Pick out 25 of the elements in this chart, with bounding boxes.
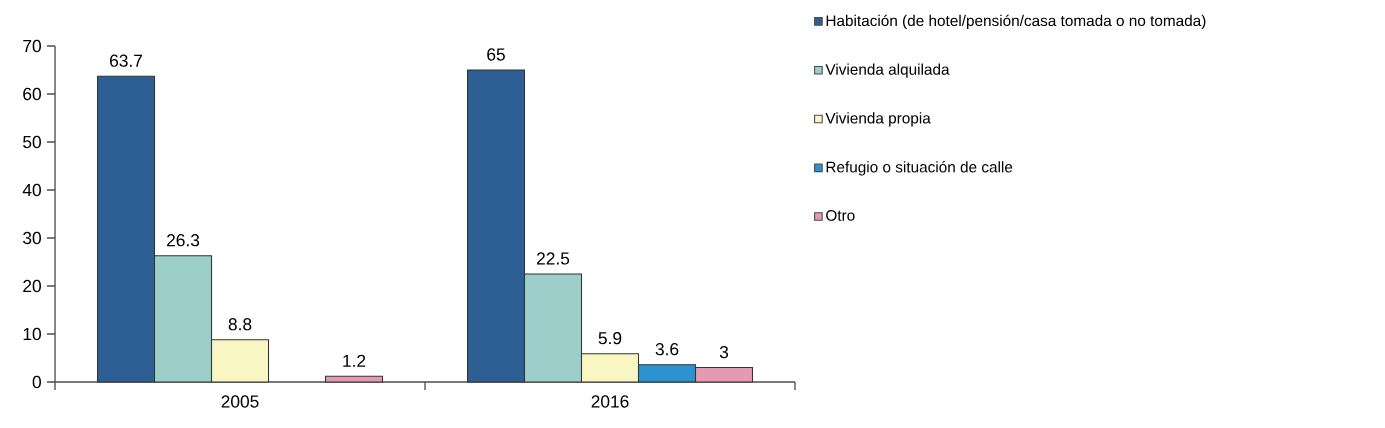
data-label: 5.9 xyxy=(598,332,622,345)
x-tick-label: 2016 xyxy=(591,395,629,408)
legend-label: Vivienda alquilada xyxy=(825,63,950,78)
data-label: 26.3 xyxy=(167,234,200,247)
y-tick-label: 40 xyxy=(22,183,41,197)
data-label: 1.2 xyxy=(343,354,366,367)
data-label: 65 xyxy=(487,48,505,61)
legend-label: Vivienda propia xyxy=(825,112,931,127)
y-tick-label: 30 xyxy=(23,231,41,245)
y-tick-label: 70 xyxy=(23,39,41,53)
bar xyxy=(324,375,384,383)
y-tick-label: 20 xyxy=(23,279,41,293)
data-label: 3.6 xyxy=(655,343,679,356)
y-tick-label: 0 xyxy=(32,375,41,389)
x-tick-label: 2005 xyxy=(221,395,259,408)
y-tick-label: 60 xyxy=(23,87,41,101)
data-label: 63.7 xyxy=(110,54,143,67)
legend-label: Otro xyxy=(826,209,855,221)
data-label: 3 xyxy=(719,345,729,359)
data-label: 8.8 xyxy=(228,318,252,331)
legend-label: Refugio o situación de calle xyxy=(826,161,1013,176)
legend-label: Habitación (de hotel/pensión/casa tomada o no tomada) xyxy=(826,14,1206,30)
data-label: 22.5 xyxy=(537,252,570,265)
y-tick-label: 10 xyxy=(23,327,41,341)
y-tick-label: 50 xyxy=(23,135,41,149)
